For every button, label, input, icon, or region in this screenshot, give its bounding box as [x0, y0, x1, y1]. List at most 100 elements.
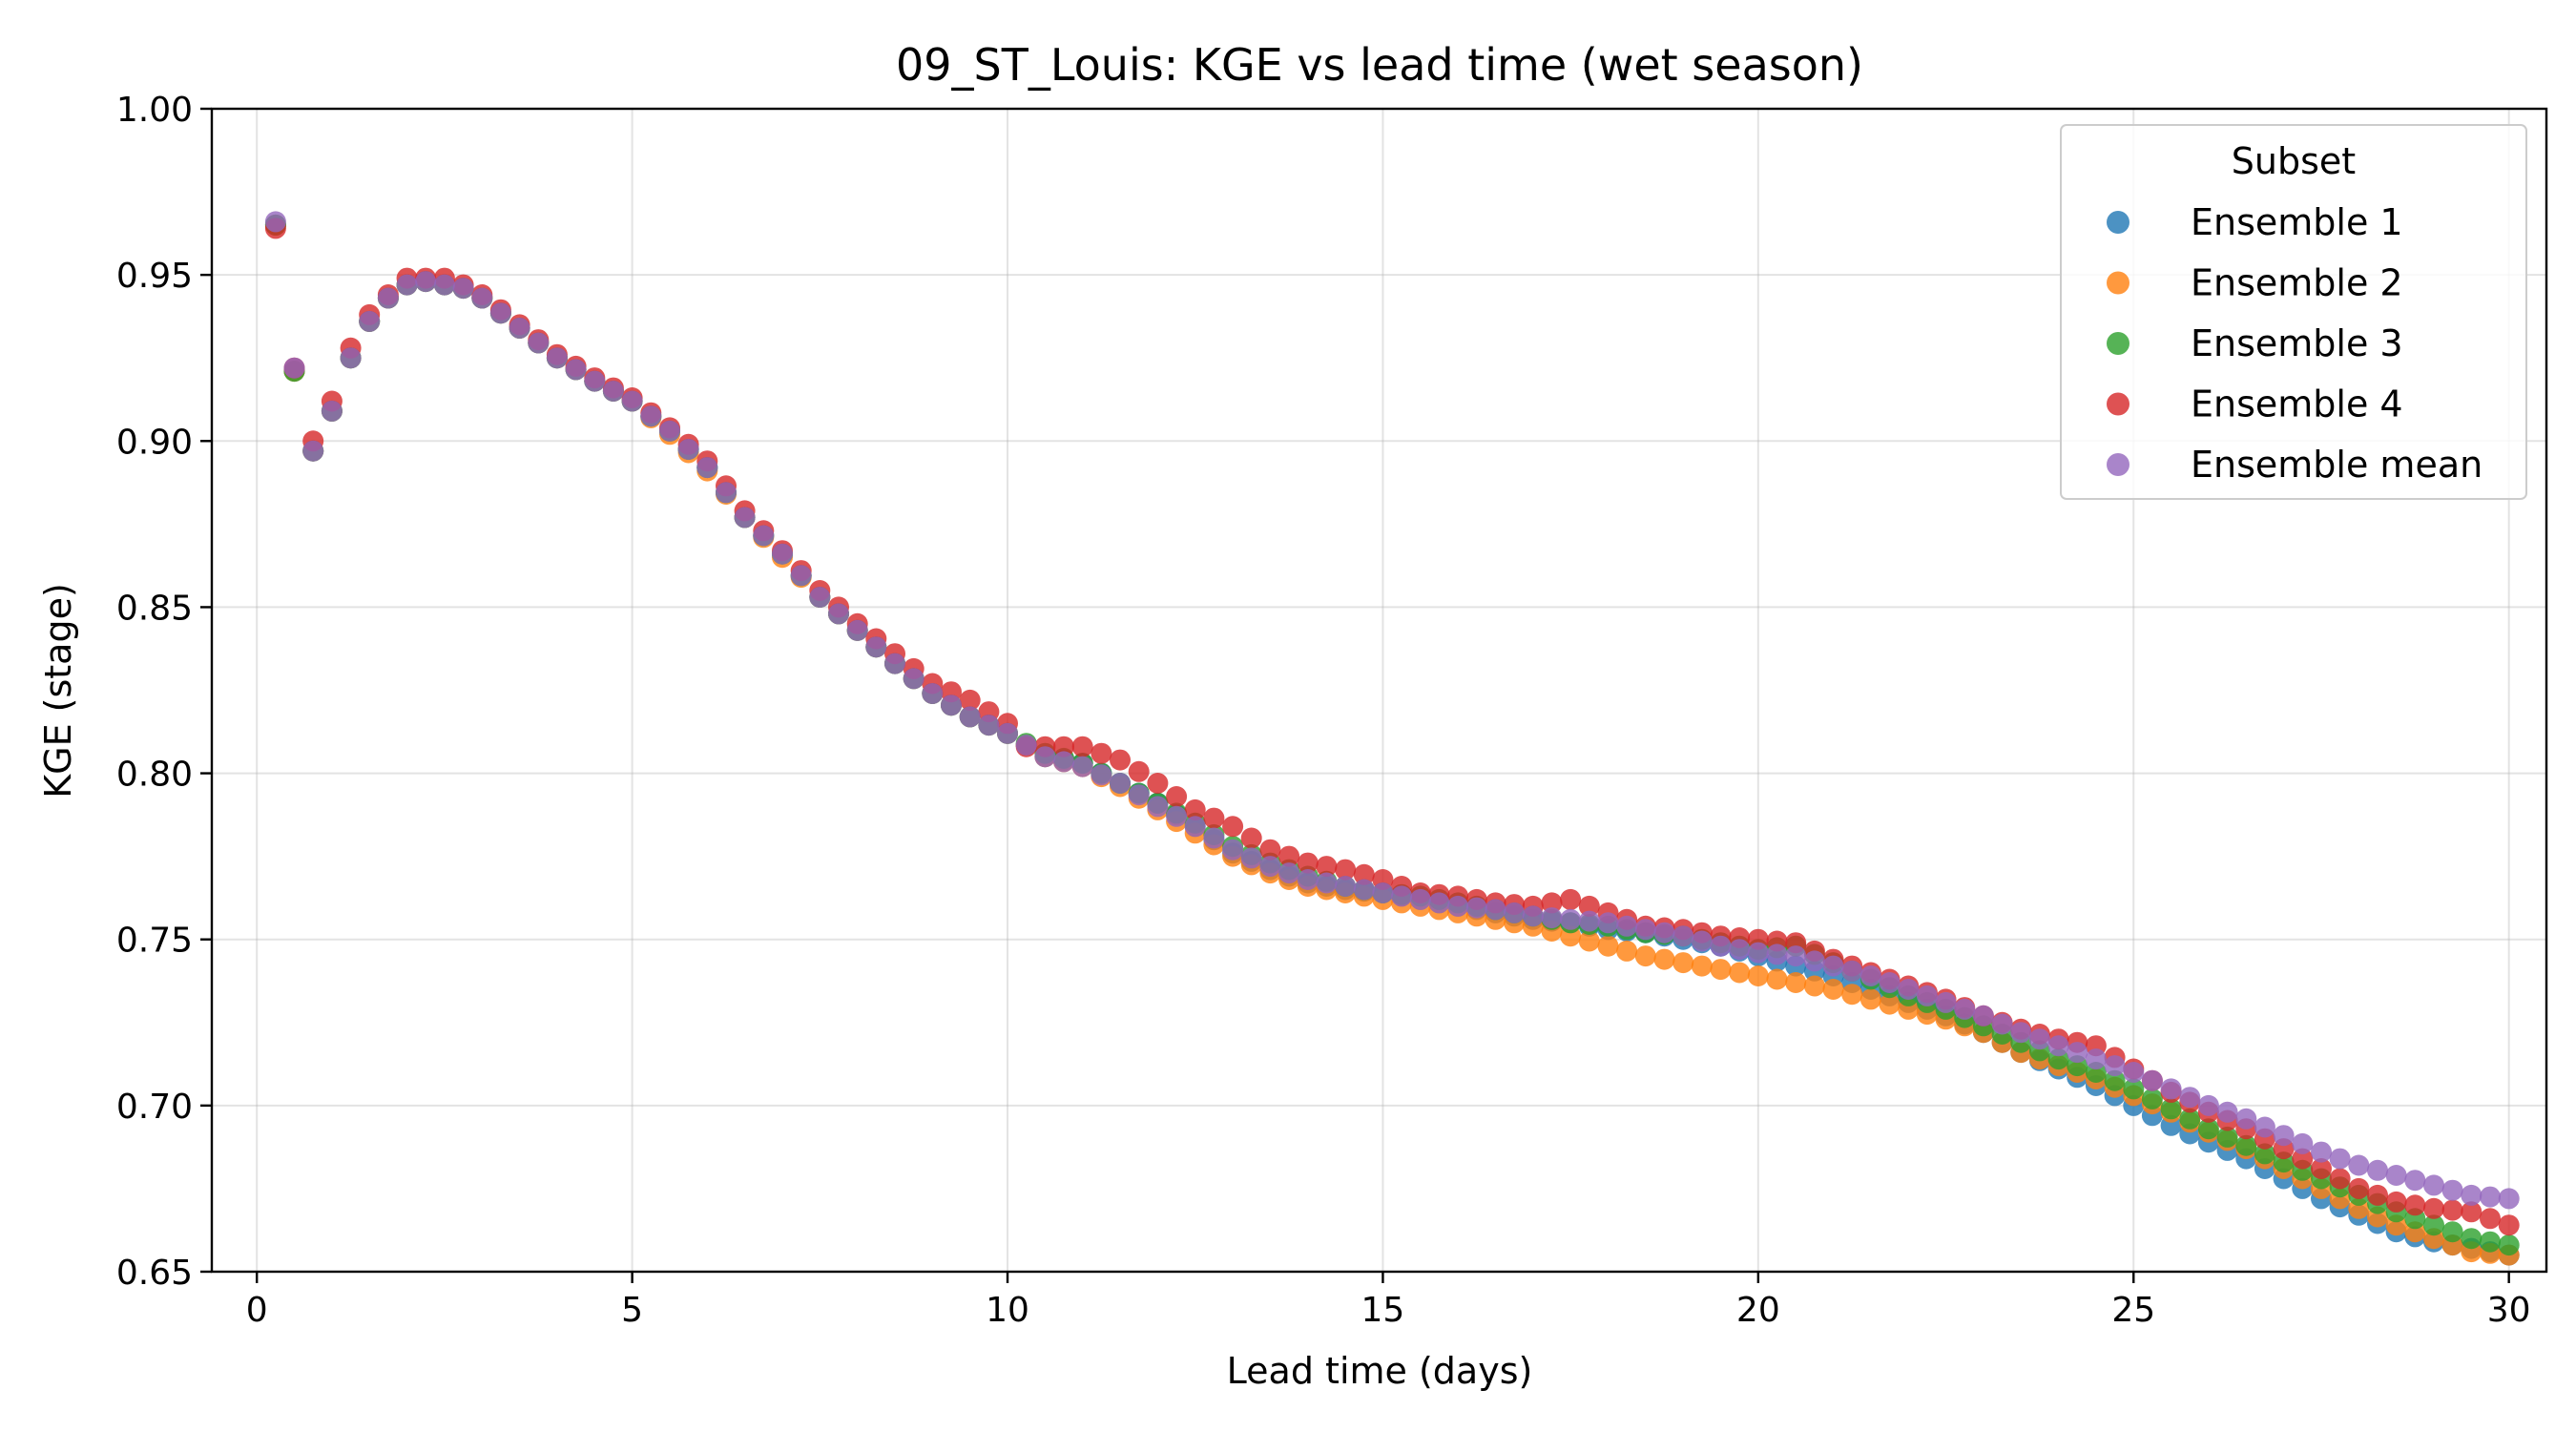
data-point — [1259, 856, 1281, 878]
chart-title: 09_ST_Louis: KGE vs lead time (wet seaso… — [896, 39, 1863, 91]
data-point — [1616, 940, 1638, 962]
data-point — [1803, 975, 1825, 997]
data-point — [1110, 773, 1131, 794]
data-point — [1822, 955, 1844, 977]
data-point — [1898, 979, 1920, 1000]
data-point — [2085, 1048, 2107, 1070]
data-point — [1166, 786, 1188, 807]
data-point — [903, 668, 924, 690]
y-tick-label: 0.85 — [116, 589, 193, 628]
data-point — [2160, 1098, 2182, 1120]
data-point — [2197, 1094, 2219, 1116]
data-point — [2235, 1108, 2257, 1130]
data-point — [1166, 805, 1188, 827]
data-point — [2179, 1108, 2201, 1130]
plot-frame — [210, 107, 2548, 1274]
data-point — [2216, 1126, 2238, 1148]
data-point — [1353, 879, 1375, 901]
data-point — [716, 482, 737, 504]
data-point — [828, 603, 849, 625]
data-point — [1184, 816, 1206, 838]
data-point — [602, 381, 624, 402]
data-point — [1785, 945, 1807, 967]
data-point — [283, 357, 305, 379]
data-points — [264, 211, 2520, 1266]
legend-marker — [2107, 211, 2129, 234]
y-tick-label: 0.70 — [116, 1088, 193, 1127]
data-point — [321, 400, 343, 422]
legend-label: Ensemble 1 — [2191, 201, 2403, 243]
data-point — [377, 287, 399, 309]
data-point — [1147, 796, 1169, 818]
data-point — [2480, 1231, 2501, 1253]
data-point — [2123, 1078, 2145, 1100]
data-point — [1578, 930, 1600, 952]
data-point — [1691, 955, 1713, 977]
data-point — [1560, 888, 1582, 910]
data-point — [1785, 972, 1807, 993]
data-point — [1747, 965, 1769, 986]
data-point — [1710, 959, 1732, 981]
data-point — [1729, 962, 1751, 984]
data-point — [1222, 816, 1244, 838]
data-point — [1859, 965, 1881, 986]
data-point — [1391, 885, 1413, 907]
data-point — [1110, 749, 1131, 771]
data-point — [2498, 1188, 2520, 1210]
data-point — [1522, 905, 1544, 927]
data-point — [1653, 922, 1675, 944]
data-point — [1672, 925, 1694, 947]
data-point — [621, 390, 643, 412]
data-point — [1128, 760, 1150, 782]
data-point — [1297, 852, 1319, 874]
data-point — [1841, 960, 1863, 982]
data-point — [1147, 773, 1169, 794]
y-axis-label: KGE (stage) — [37, 583, 79, 798]
data-point — [1597, 935, 1619, 957]
data-point — [1935, 991, 1957, 1013]
data-point — [1691, 930, 1713, 952]
data-point — [2461, 1228, 2483, 1250]
data-point — [1353, 863, 1375, 885]
data-point — [2292, 1148, 2314, 1170]
data-point — [2329, 1168, 2351, 1190]
data-point — [1278, 845, 1300, 867]
data-point — [340, 347, 362, 369]
data-point — [790, 565, 812, 587]
data-point — [978, 715, 1000, 736]
data-point — [2461, 1184, 2483, 1206]
y-tick-label: 0.75 — [116, 922, 193, 961]
data-point — [2141, 1069, 2163, 1091]
data-point — [1240, 827, 1262, 849]
data-point — [1316, 872, 1338, 894]
data-point — [1203, 827, 1225, 849]
data-point — [1616, 915, 1638, 937]
data-point — [640, 405, 662, 427]
data-point — [2461, 1201, 2483, 1223]
legend-label: Ensemble 2 — [2191, 262, 2403, 304]
data-point — [2367, 1159, 2388, 1181]
data-point — [2311, 1158, 2332, 1179]
data-point — [1278, 862, 1300, 884]
data-point — [2160, 1078, 2182, 1100]
data-point — [2254, 1116, 2275, 1138]
legend-title: Subset — [2232, 140, 2356, 182]
data-point — [1954, 998, 1976, 1020]
data-point — [1803, 950, 1825, 972]
data-point — [1859, 988, 1881, 1010]
data-point — [1879, 993, 1901, 1015]
data-point — [2423, 1214, 2444, 1236]
data-point — [1504, 902, 1526, 923]
data-point — [1335, 859, 1357, 881]
data-point — [1841, 984, 1863, 1006]
data-point — [1634, 919, 1656, 941]
data-point — [2480, 1208, 2501, 1230]
data-point — [2104, 1069, 2126, 1091]
data-point — [1578, 910, 1600, 932]
data-point — [772, 543, 793, 565]
data-point — [1597, 912, 1619, 934]
data-point — [1766, 944, 1788, 965]
data-point — [433, 274, 455, 296]
data-point — [396, 274, 418, 296]
